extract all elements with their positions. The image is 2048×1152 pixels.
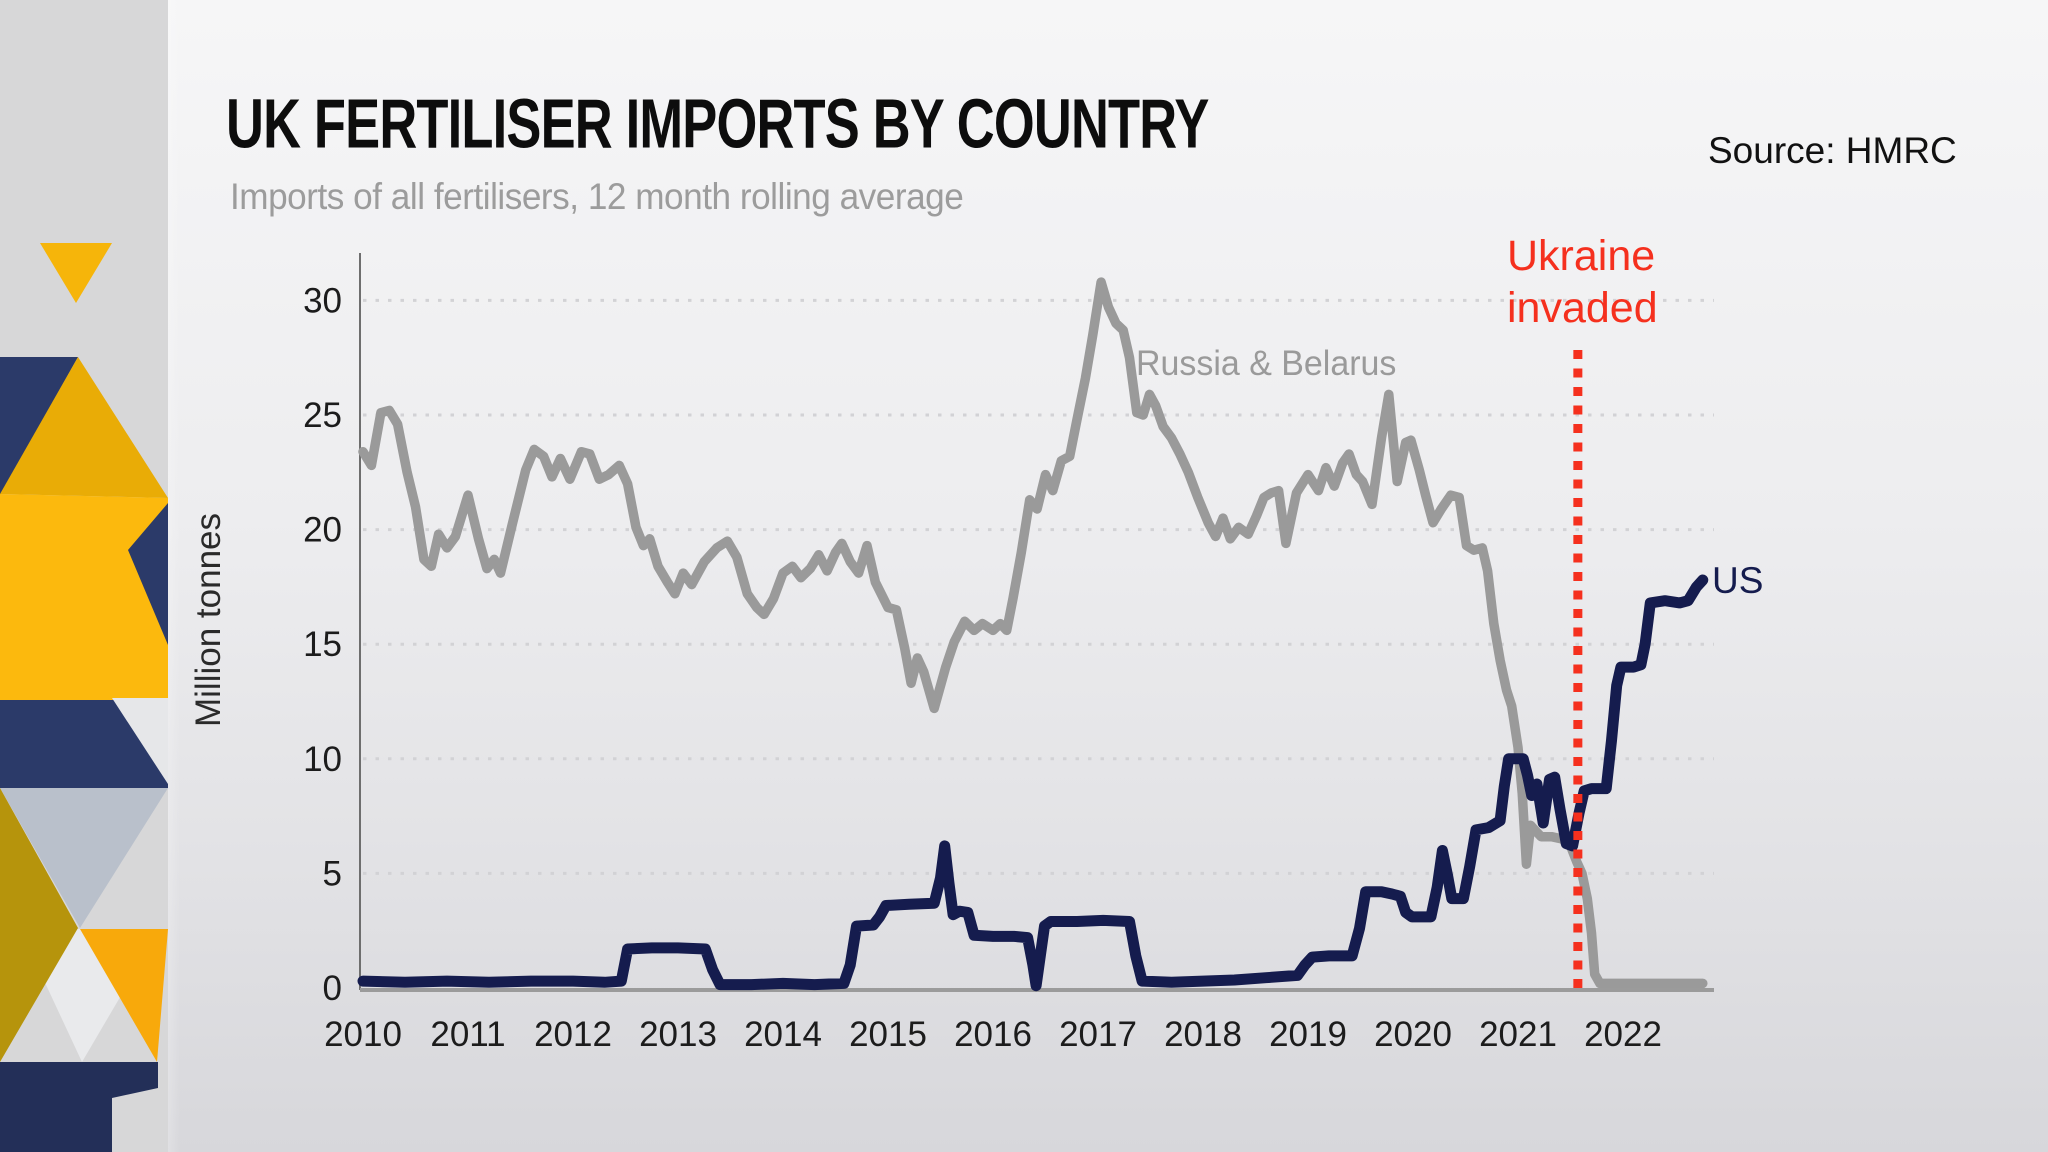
ukraine-invaded-annotation: Ukraine invaded	[1507, 230, 1658, 335]
x-tick-2012: 2012	[534, 1015, 612, 1054]
x-tick-2013: 2013	[639, 1015, 717, 1054]
y-tick-20: 20	[303, 511, 342, 550]
y-tick-30: 30	[303, 281, 342, 320]
x-tick-2022: 2022	[1584, 1015, 1662, 1054]
x-tick-2017: 2017	[1059, 1015, 1137, 1054]
x-tick-2019: 2019	[1269, 1015, 1347, 1054]
sidebar-orange-triangle	[80, 929, 168, 1062]
page-title: UK FERTILISER IMPORTS BY COUNTRY	[226, 85, 1209, 163]
y-tick-10: 10	[303, 740, 342, 779]
series-label-us: US	[1712, 560, 1764, 601]
x-tick-2015: 2015	[849, 1015, 927, 1054]
sidebar-navy-notch	[128, 503, 168, 645]
y-tick-0: 0	[323, 969, 342, 1008]
y-axis-title: Million tonnes	[189, 513, 228, 727]
chart-subtitle: Imports of all fertilisers, 12 month rol…	[230, 176, 964, 217]
y-tick-25: 25	[303, 396, 342, 435]
sidebar-white-notch	[112, 698, 168, 784]
x-tick-2021: 2021	[1479, 1015, 1557, 1054]
annotation-line-1: Ukraine	[1507, 232, 1656, 280]
x-tick-2011: 2011	[430, 1015, 505, 1054]
source-credit: Source: HMRC	[1708, 130, 1957, 171]
x-tick-2014: 2014	[744, 1015, 822, 1054]
sidebar-grayblue-triangle	[0, 788, 168, 928]
y-tick-5: 5	[323, 854, 342, 893]
x-tick-2020: 2020	[1374, 1015, 1452, 1054]
brand-triangle-sidebar	[0, 0, 168, 1152]
series-label-russia-belarus: Russia & Belarus	[1136, 344, 1397, 383]
x-tick-2010: 2010	[324, 1015, 402, 1054]
sidebar-olive-triangle	[0, 788, 78, 1062]
sidebar-yellow-triangle	[0, 357, 168, 498]
sidebar-navy-bottom	[0, 1062, 158, 1152]
sidebar-yellow-small-triangle	[40, 243, 112, 303]
content-panel	[110, 0, 2048, 1152]
annotation-line-2: invaded	[1507, 284, 1658, 333]
y-tick-15: 15	[303, 625, 342, 664]
us-line	[357, 574, 1709, 992]
x-tick-2018: 2018	[1164, 1015, 1242, 1054]
sidebar-yellow-block	[0, 494, 168, 700]
russia-belarus-line	[358, 277, 1708, 989]
x-tick-2016: 2016	[954, 1015, 1032, 1054]
